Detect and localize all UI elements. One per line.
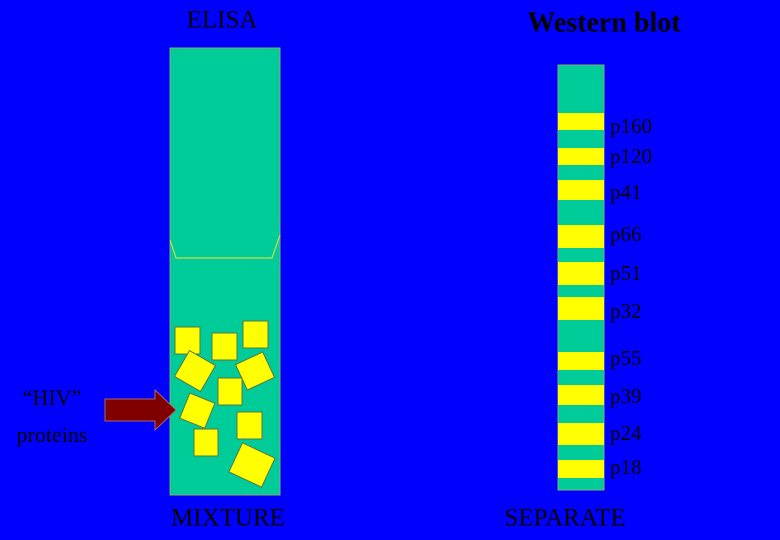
band-label: p32	[610, 299, 642, 323]
band-label: p24	[610, 421, 642, 445]
band	[558, 180, 604, 200]
band-label: p51	[610, 261, 642, 285]
protein	[234, 351, 276, 391]
band	[558, 113, 604, 130]
protein	[211, 332, 238, 361]
protein	[193, 428, 219, 457]
protein	[242, 320, 269, 349]
western-footer: SEPARATE	[504, 505, 625, 532]
band	[558, 352, 604, 370]
western-title: Western blot	[527, 7, 681, 38]
elisa-footer: MIXTURE	[171, 505, 285, 532]
band	[558, 225, 604, 248]
band	[558, 148, 604, 165]
band	[558, 385, 604, 405]
funnel	[169, 234, 281, 259]
band-label: p55	[610, 346, 642, 370]
blot-strip	[557, 64, 605, 491]
band	[558, 297, 604, 320]
protein	[174, 326, 201, 355]
elisa-column	[169, 47, 281, 496]
band-label: p18	[610, 455, 642, 479]
protein	[217, 377, 243, 406]
protein	[173, 349, 217, 393]
protein	[228, 442, 276, 488]
elisa-title: ELISA	[187, 7, 258, 34]
band-label: p66	[610, 222, 642, 246]
band-label: p39	[610, 384, 642, 408]
band-label: p120	[610, 144, 652, 168]
protein	[236, 411, 263, 440]
input-label: “HIV”	[23, 385, 82, 410]
proteins-mixture	[173, 320, 276, 488]
band	[558, 423, 604, 445]
band-label: p160	[610, 114, 652, 138]
band-label: p41	[610, 180, 642, 204]
band	[558, 262, 604, 285]
input-label: proteins	[17, 422, 88, 447]
well	[169, 47, 281, 496]
arrow	[104, 388, 177, 432]
protein	[179, 392, 216, 429]
band	[558, 460, 604, 478]
